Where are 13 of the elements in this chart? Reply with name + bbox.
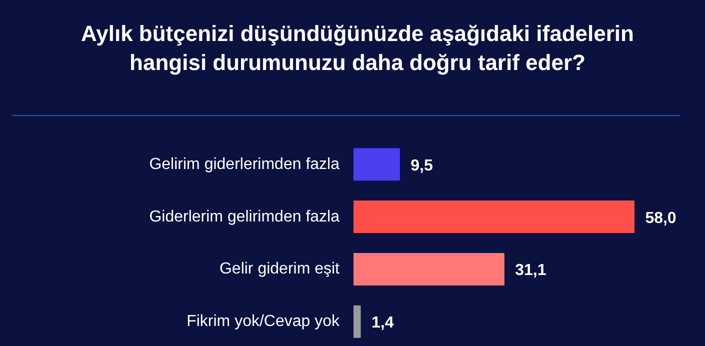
chart-title: Aylık bütçenizi düşündüğünüzde aşağıdaki ifadelerin hangisi durumunuzu daha doğru tarif eder? bbox=[80, 20, 635, 77]
data-label: 58,0 bbox=[645, 210, 676, 227]
y-tick-label: Fikrim yok/Cevap yok bbox=[186, 313, 340, 330]
bar bbox=[354, 252, 504, 286]
data-label: 31,1 bbox=[515, 262, 546, 280]
bar bbox=[354, 305, 361, 338]
bar bbox=[354, 200, 634, 234]
y-tick-label: Gelir giderim eşit bbox=[219, 260, 340, 278]
y-tick-label: Giderlerim gelirimden fazla bbox=[149, 208, 340, 226]
y-tick-label: Gelirim giderlerimden fazla bbox=[149, 156, 340, 173]
bar bbox=[354, 148, 400, 181]
data-label: 9,5 bbox=[410, 157, 434, 174]
data-label: 1,4 bbox=[371, 314, 394, 332]
